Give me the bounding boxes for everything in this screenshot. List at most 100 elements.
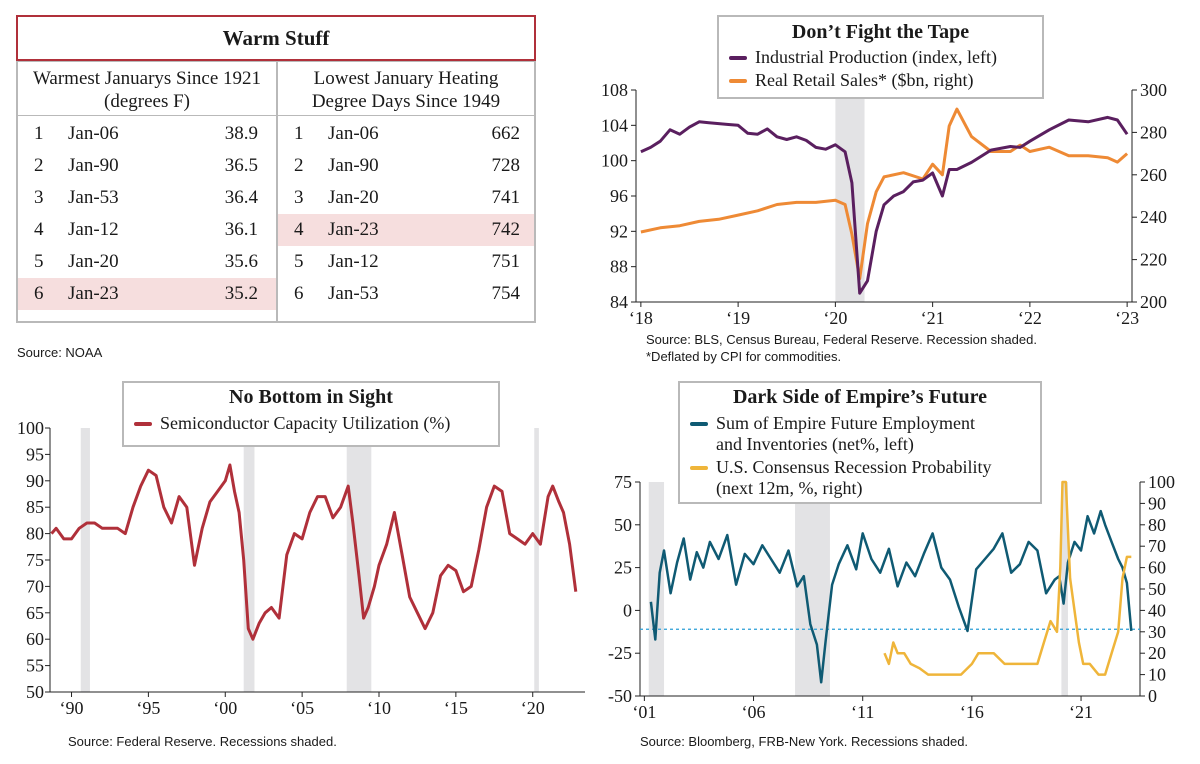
hdd-month: Jan-12	[328, 251, 379, 272]
y-left-tick-label: -25	[608, 643, 632, 663]
x-tick-label: ‘95	[136, 698, 160, 718]
y-left-tick-label: 0	[623, 600, 632, 620]
recession-band	[243, 428, 255, 692]
y-left-tick-label: 25	[614, 558, 632, 578]
empire-legend: Dark Side of Empire’s Future Sum of Empi…	[678, 381, 1042, 504]
warmest-row: 4 Jan-12 36.1	[18, 214, 276, 246]
y-tick-label: 75	[26, 550, 44, 570]
warmest-month: Jan-20	[68, 251, 119, 272]
hdd-header-line2: Degree Days Since 1949	[311, 91, 501, 112]
warmest-value: 36.5	[224, 155, 258, 176]
recession-band	[835, 90, 865, 302]
warmest-januarys-header: Warmest Januarys Since 1921 (degrees F)	[18, 67, 276, 113]
warmest-value: 36.4	[224, 187, 258, 208]
legend-empire-future-line2: and Inventories (net%, left)	[716, 434, 914, 454]
y-tick-label: 60	[26, 629, 44, 649]
y-left-tick-label: 50	[614, 515, 632, 535]
recession-probability-line	[883, 480, 1132, 676]
y-right-tick-label: 60	[1148, 558, 1166, 578]
empire-future-swatch	[690, 422, 708, 426]
tape-source: Source: BLS, Census Bureau, Federal Rese…	[646, 331, 1037, 365]
y-tick-label: 100	[17, 418, 44, 438]
hdd-row: 4 Jan-23 742	[278, 214, 534, 246]
x-tick-label: ‘22	[1018, 308, 1042, 328]
y-right-tick-label: 90	[1148, 493, 1166, 513]
y-right-tick-label: 80	[1148, 515, 1166, 535]
x-tick-label: ‘10	[367, 698, 391, 718]
x-tick-label: ‘18	[629, 308, 653, 328]
y-right-tick-label: 20	[1148, 643, 1166, 663]
industrial-production-swatch	[729, 56, 747, 60]
y-right-tick-label: 200	[1140, 292, 1167, 312]
semis-title: No Bottom in Sight	[229, 386, 393, 408]
y-left-tick-label: 88	[610, 257, 628, 277]
hdd-value: 754	[491, 283, 521, 304]
y-right-tick-label: 300	[1140, 80, 1167, 100]
hdd-value: 741	[491, 187, 521, 208]
legend-semiconductor-utilization: Semiconductor Capacity Utilization (%)	[134, 413, 488, 434]
semiconductor-utilization-line	[50, 463, 578, 641]
industrial-production-line	[640, 115, 1129, 295]
warmest-rank: 6	[34, 283, 44, 304]
semis-chart: 100 95 90 85 80 75 70 65 60 55 50 ‘90 ‘95 ‘00 ‘05 ‘10 ‘1…	[17, 418, 585, 718]
semis-source: Source: Federal Reserve. Recessions shad…	[68, 734, 337, 749]
x-tick-label: ‘01	[632, 702, 656, 722]
tape-title: Don’t Fight the Tape	[791, 21, 970, 43]
hdd-rank: 4	[294, 219, 304, 240]
y-left-tick-label: -50	[608, 686, 632, 706]
legend-real-retail-sales-label: Real Retail Sales* ($bn, right)	[755, 70, 974, 90]
table-header-divider	[18, 115, 534, 116]
legend-recession-probability-line2: (next 12m, %, right)	[716, 478, 863, 498]
warmest-month: Jan-12	[68, 219, 119, 240]
hdd-row: 1 Jan-06 662	[278, 118, 534, 150]
warmest-row: 5 Jan-20 35.6	[18, 246, 276, 278]
legend-recession-probability: U.S. Consensus Recession Probability (ne…	[690, 457, 1030, 499]
y-right-tick-label: 100	[1148, 472, 1175, 492]
y-tick-label: 65	[26, 603, 44, 623]
warmest-rank: 3	[34, 187, 44, 208]
legend-real-retail-sales: Real Retail Sales* ($bn, right)	[729, 70, 1032, 91]
warmest-header-line1: Warmest Januarys Since 1921	[33, 68, 261, 89]
warmest-januarys-list: 1 Jan-06 38.9 2 Jan-90 36.5 3 Jan-53 36.4 4 Jan-12…	[18, 118, 276, 310]
y-tick-label: 50	[26, 682, 44, 702]
y-right-tick-label: 280	[1140, 122, 1167, 142]
table-column-divider	[276, 62, 278, 321]
hdd-month: Jan-53	[328, 283, 379, 304]
recession-band	[80, 428, 90, 692]
warmest-rank: 2	[34, 155, 44, 176]
y-left-tick-label: 84	[610, 292, 628, 312]
x-tick-label: ‘05	[290, 698, 314, 718]
tape-legend: Don’t Fight the Tape Industrial Producti…	[717, 15, 1044, 99]
warmest-row: 6 Jan-23 35.2	[18, 278, 276, 310]
recession-band	[648, 482, 665, 696]
x-tick-label: ‘21	[1069, 702, 1093, 722]
hdd-rank: 6	[294, 283, 304, 304]
y-right-tick-label: 260	[1140, 165, 1167, 185]
tape-chart: 108 104 100 96 92 88 84 300 280 260 240 220 200 ‘18 ‘1…	[601, 80, 1167, 328]
x-tick-label: ‘20	[823, 308, 847, 328]
recession-band	[534, 428, 539, 692]
warmest-month: Jan-06	[68, 123, 119, 144]
hdd-value: 728	[491, 155, 521, 176]
y-tick-label: 80	[26, 524, 44, 544]
legend-empire-future: Sum of Empire Future Employment and Inve…	[690, 413, 1030, 455]
x-tick-label: ‘15	[444, 698, 468, 718]
tape-source-line2: *Deflated by CPI for commodities.	[646, 349, 842, 364]
y-left-tick-label: 96	[610, 186, 628, 206]
hdd-row: 5 Jan-12 751	[278, 246, 534, 278]
y-right-tick-label: 40	[1148, 600, 1166, 620]
hdd-rank: 3	[294, 187, 304, 208]
y-right-tick-label: 30	[1148, 622, 1166, 642]
warmest-month: Jan-90	[68, 155, 119, 176]
warmest-rank: 5	[34, 251, 44, 272]
recession-band	[795, 482, 830, 696]
hdd-value: 751	[491, 251, 521, 272]
y-tick-label: 95	[26, 444, 44, 464]
semiconductor-utilization-swatch	[134, 422, 152, 426]
y-right-tick-label: 10	[1148, 665, 1166, 685]
y-right-tick-label: 0	[1148, 686, 1157, 706]
y-right-tick-label: 220	[1140, 250, 1167, 270]
y-tick-label: 70	[26, 576, 44, 596]
empire-source: Source: Bloomberg, FRB-New York. Recessi…	[640, 734, 969, 749]
